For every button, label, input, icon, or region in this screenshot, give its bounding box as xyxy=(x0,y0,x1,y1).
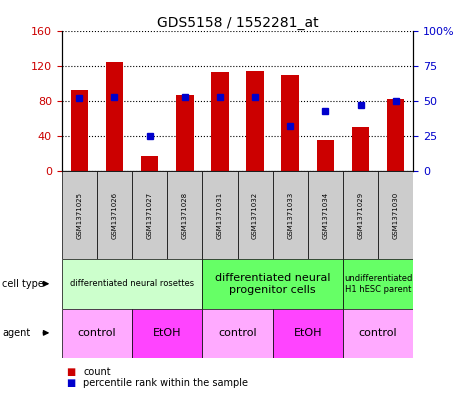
Text: control: control xyxy=(218,328,257,338)
Bar xyxy=(71,90,88,171)
Text: GSM1371029: GSM1371029 xyxy=(358,192,363,239)
Bar xyxy=(105,62,124,171)
Bar xyxy=(141,156,158,171)
Bar xyxy=(97,171,132,259)
Bar xyxy=(62,171,97,259)
Text: undifferentiated
H1 hESC parent: undifferentiated H1 hESC parent xyxy=(344,274,412,294)
Bar xyxy=(247,71,264,171)
Bar xyxy=(62,309,132,358)
Bar xyxy=(343,171,378,259)
Text: GSM1371033: GSM1371033 xyxy=(287,191,293,239)
Bar xyxy=(343,259,413,309)
Text: GSM1371032: GSM1371032 xyxy=(252,192,258,239)
Text: ■: ■ xyxy=(66,378,76,388)
Bar xyxy=(352,127,369,171)
Bar xyxy=(211,72,228,171)
Text: agent: agent xyxy=(2,328,30,338)
Bar xyxy=(378,171,413,259)
Bar xyxy=(176,95,194,171)
Bar xyxy=(238,171,273,259)
Text: GDS5158 / 1552281_at: GDS5158 / 1552281_at xyxy=(157,16,318,30)
Text: ■: ■ xyxy=(66,367,76,377)
Bar xyxy=(202,259,343,309)
Text: differentiated neural rosettes: differentiated neural rosettes xyxy=(70,279,194,288)
Bar xyxy=(132,171,167,259)
Bar xyxy=(202,171,238,259)
Bar xyxy=(167,171,202,259)
Text: EtOH: EtOH xyxy=(153,328,181,338)
Bar xyxy=(273,171,308,259)
Text: GSM1371034: GSM1371034 xyxy=(323,192,328,239)
Bar xyxy=(273,309,343,358)
Bar xyxy=(132,309,202,358)
Text: GSM1371026: GSM1371026 xyxy=(112,192,117,239)
Bar xyxy=(387,99,404,171)
Text: GSM1371030: GSM1371030 xyxy=(393,191,399,239)
Bar xyxy=(281,75,299,171)
Bar xyxy=(62,259,202,309)
Text: control: control xyxy=(77,328,116,338)
Text: differentiated neural
progenitor cells: differentiated neural progenitor cells xyxy=(215,273,331,295)
Text: EtOH: EtOH xyxy=(294,328,322,338)
Bar xyxy=(202,309,273,358)
Text: GSM1371028: GSM1371028 xyxy=(182,192,188,239)
Text: GSM1371025: GSM1371025 xyxy=(76,192,82,239)
Bar xyxy=(308,171,343,259)
Text: cell type: cell type xyxy=(2,279,44,289)
Text: count: count xyxy=(83,367,111,377)
Text: control: control xyxy=(359,328,398,338)
Bar xyxy=(316,140,334,171)
Text: GSM1371031: GSM1371031 xyxy=(217,191,223,239)
Text: percentile rank within the sample: percentile rank within the sample xyxy=(83,378,248,388)
Text: GSM1371027: GSM1371027 xyxy=(147,192,152,239)
Bar xyxy=(343,309,413,358)
